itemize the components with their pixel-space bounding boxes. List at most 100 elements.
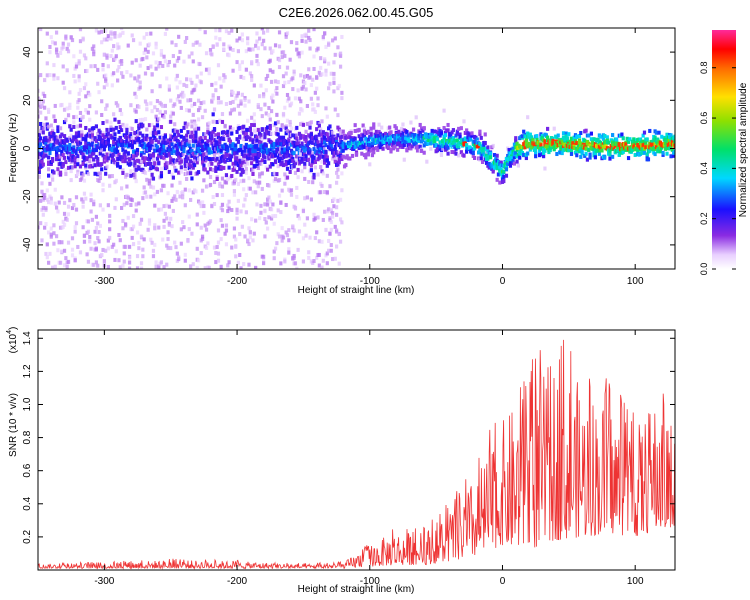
heatmap-cell: [68, 124, 72, 129]
heatmap-cell: [247, 242, 251, 247]
heatmap-cell: [108, 213, 112, 218]
heatmap-cell: [273, 79, 278, 84]
heatmap-cell: [476, 144, 481, 149]
colorbar-tick-label: 0.0: [699, 263, 709, 276]
heatmap-cell: [151, 51, 156, 56]
heatmap-cell: [210, 141, 214, 146]
heatmap-cell: [112, 146, 116, 151]
heatmap-cell: [244, 132, 248, 137]
heatmap-cell: [154, 66, 158, 71]
heatmap-cell: [516, 152, 521, 157]
heatmap-cell: [522, 129, 526, 134]
heatmap-cell: [234, 243, 238, 248]
heatmap-cell: [236, 260, 240, 265]
heatmap-cell: [155, 120, 160, 125]
heatmap-cell: [250, 131, 254, 136]
heatmap-cell: [157, 161, 161, 166]
colorbar-tick-label: 0.2: [699, 212, 709, 225]
heatmap-cell: [138, 85, 142, 90]
heatmap-cell: [74, 114, 79, 119]
heatmap-cell: [232, 234, 237, 239]
heatmap-cell: [252, 179, 256, 184]
heatmap-cell: [620, 132, 624, 137]
heatmap-cell: [672, 153, 675, 158]
heatmap-cell: [312, 107, 316, 112]
heatmap-cell: [146, 66, 150, 71]
heatmap-cell: [149, 161, 153, 166]
heatmap-cell: [603, 155, 607, 160]
heatmap-cell: [471, 150, 475, 155]
snr-y-tick-label: 0.8: [22, 430, 33, 444]
heatmap-cell: [60, 149, 64, 154]
heatmap-cells: [38, 28, 675, 269]
heatmap-cell: [226, 177, 230, 182]
heatmap-cell: [350, 153, 355, 158]
heatmap-cell: [72, 115, 76, 120]
heatmap-cell: [515, 159, 519, 164]
heatmap-cell: [126, 195, 130, 200]
heatmap-cell: [126, 151, 130, 156]
heatmap-cell: [470, 131, 474, 136]
spectrogram-y-label: Frequency (Hz): [8, 114, 19, 183]
heatmap-cell: [80, 145, 84, 150]
heatmap-cell: [127, 244, 132, 249]
heatmap-cell: [283, 172, 287, 177]
heatmap-cell: [171, 111, 175, 116]
heatmap-cell: [378, 139, 382, 144]
heatmap-cell: [187, 108, 191, 113]
heatmap-cell: [316, 103, 320, 108]
heatmap-cell: [41, 91, 45, 96]
heatmap-cell: [353, 128, 357, 133]
heatmap-cell: [186, 122, 190, 127]
heatmap-cell: [159, 260, 164, 265]
heatmap-cell: [40, 103, 44, 108]
heatmap-cell: [150, 72, 154, 77]
heatmap-cell: [39, 110, 43, 115]
heatmap-cell: [333, 147, 337, 152]
heatmap-cell: [277, 65, 282, 70]
heatmap-cell: [442, 137, 446, 142]
heatmap-cell: [117, 142, 121, 147]
heatmap-cell: [238, 63, 242, 68]
heatmap-cell: [102, 52, 106, 57]
heatmap-cell: [84, 163, 88, 168]
heatmap-cell: [53, 146, 57, 151]
heatmap-cell: [320, 119, 324, 124]
heatmap-cell: [291, 224, 295, 229]
heatmap-cell: [569, 136, 574, 141]
heatmap-cell: [284, 154, 288, 159]
heatmap-cell: [93, 136, 97, 141]
heatmap-cell: [296, 146, 300, 151]
heatmap-cell: [200, 160, 205, 165]
heatmap-cell: [154, 260, 158, 265]
heatmap-cell: [218, 76, 222, 81]
heatmap-cell: [182, 59, 186, 64]
heatmap-cell: [240, 38, 244, 43]
heatmap-cell: [235, 156, 239, 161]
heatmap-cell: [338, 197, 343, 202]
heatmap-cell: [340, 157, 344, 162]
heatmap-cell: [175, 251, 179, 256]
heatmap-cell: [398, 136, 402, 141]
heatmap-cell: [61, 219, 65, 224]
heatmap-cell: [264, 128, 268, 133]
heatmap-cell: [486, 155, 490, 160]
heatmap-cell: [135, 147, 140, 152]
heatmap-cell: [109, 128, 113, 133]
heatmap-cell: [38, 155, 40, 160]
heatmap-cell: [309, 83, 313, 88]
heatmap-cell: [163, 31, 167, 36]
heatmap-cell: [147, 123, 152, 128]
heatmap-cell: [130, 127, 134, 132]
heatmap-cell: [414, 140, 418, 145]
heatmap-cell: [231, 90, 235, 95]
heatmap-cell: [265, 151, 270, 156]
heatmap-cell: [285, 148, 290, 153]
heatmap-cell: [224, 135, 229, 140]
snr-panel: -300 -200 -100 0 100 0.20.40.60.81.01.21.4 H…: [6, 327, 676, 595]
heatmap-cell: [100, 167, 104, 172]
heatmap-cell: [189, 159, 193, 164]
heatmap-cell: [288, 122, 292, 127]
heatmap-cell: [238, 154, 242, 159]
heatmap-cell: [70, 158, 75, 163]
